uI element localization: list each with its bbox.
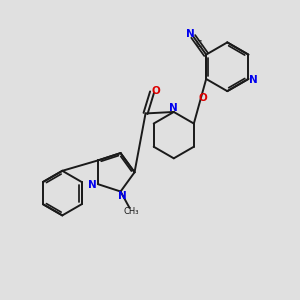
Text: N: N <box>88 180 97 190</box>
Text: C: C <box>195 40 201 50</box>
Text: O: O <box>199 93 207 103</box>
Text: N: N <box>249 76 258 85</box>
Text: CH₃: CH₃ <box>123 207 139 216</box>
Text: N: N <box>118 191 126 201</box>
Text: N: N <box>187 29 195 39</box>
Text: N: N <box>169 103 178 113</box>
Text: O: O <box>152 86 161 96</box>
